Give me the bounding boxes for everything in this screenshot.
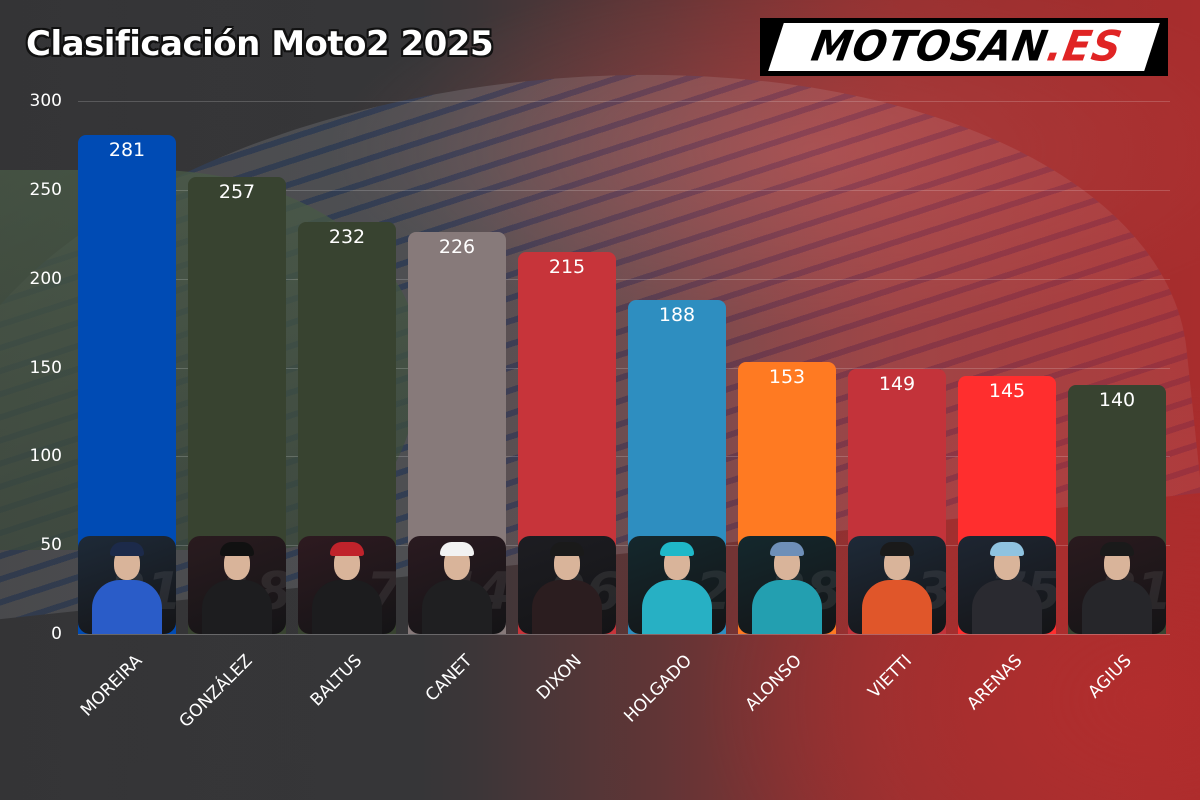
gridline bbox=[78, 456, 1170, 458]
rider-cap bbox=[660, 541, 694, 556]
bar-value-label: 232 bbox=[328, 225, 366, 248]
y-axis-tick-label: 300 bbox=[29, 91, 62, 111]
rider-photo: 75 bbox=[958, 535, 1056, 634]
rider-photo: 28 bbox=[738, 535, 836, 634]
bar-value-label: 153 bbox=[768, 366, 806, 389]
rider-photo: 44 bbox=[408, 535, 506, 634]
gridline bbox=[78, 189, 1170, 191]
x-axis-label: ARENAS bbox=[963, 650, 1027, 715]
y-axis-tick-label: 150 bbox=[29, 357, 62, 378]
x-axis-label: HOLGADO bbox=[620, 650, 696, 727]
x-axis-label: ALONSO bbox=[741, 650, 806, 716]
gridline bbox=[78, 101, 1170, 102]
gridline bbox=[78, 545, 1170, 547]
x-axis-label: VIETTI bbox=[864, 650, 916, 703]
x-axis-label: DIXON bbox=[532, 650, 586, 704]
rider-cap bbox=[220, 541, 254, 556]
bar-moreira[interactable]: 281 21 bbox=[78, 134, 176, 634]
rider-cap bbox=[1100, 541, 1134, 556]
bar-dixon[interactable]: 215 96 bbox=[518, 252, 616, 634]
y-axis-tick-label: 100 bbox=[29, 446, 62, 467]
x-axis-label: MOREIRA bbox=[76, 650, 147, 721]
rider-suit bbox=[862, 579, 932, 634]
x-axis-label: BALTUS bbox=[306, 650, 367, 711]
rider-photo: 13 bbox=[848, 535, 946, 634]
rider-cap bbox=[990, 541, 1024, 556]
rider-suit bbox=[312, 579, 382, 634]
y-axis-tick-label: 0 bbox=[51, 624, 62, 644]
bar-value-label: 145 bbox=[988, 380, 1026, 403]
bar-vietti[interactable]: 149 13 bbox=[848, 369, 946, 634]
rider-photo: 7 bbox=[298, 535, 396, 634]
x-axis-line bbox=[78, 634, 1170, 635]
rider-suit bbox=[972, 579, 1042, 634]
x-axis-label: AGIUS bbox=[1084, 650, 1136, 703]
rider-suit bbox=[752, 579, 822, 634]
rider-photo: 12 bbox=[628, 535, 726, 634]
rider-photo: 21 bbox=[78, 535, 176, 634]
bar-alonso[interactable]: 153 28 bbox=[738, 362, 836, 634]
rider-photo: 18 bbox=[188, 535, 286, 634]
rider-cap bbox=[770, 541, 804, 556]
rider-cap bbox=[440, 541, 474, 556]
rider-cap bbox=[550, 541, 584, 556]
rider-suit bbox=[92, 579, 162, 634]
rider-suit bbox=[1082, 579, 1152, 634]
rider-cap bbox=[880, 541, 914, 556]
bar-value-label: 257 bbox=[218, 181, 256, 204]
bar-value-label: 140 bbox=[1098, 389, 1136, 412]
bar-gonzález[interactable]: 257 18 bbox=[188, 177, 286, 634]
rider-photo: 96 bbox=[518, 535, 616, 634]
rider-cap bbox=[110, 541, 144, 556]
rider-photo: 81 bbox=[1068, 535, 1166, 634]
bar-arenas[interactable]: 145 75 bbox=[958, 376, 1056, 634]
rider-suit bbox=[532, 579, 602, 634]
chart-title: Clasificación Moto2 2025 bbox=[26, 24, 494, 64]
y-axis-tick-label: 200 bbox=[29, 268, 62, 289]
bar-value-label: 281 bbox=[108, 138, 146, 161]
rider-suit bbox=[422, 579, 492, 634]
bar-canet[interactable]: 226 44 bbox=[408, 232, 506, 634]
bar-value-label: 149 bbox=[878, 373, 916, 396]
bar-agius[interactable]: 140 81 bbox=[1068, 385, 1166, 634]
gridline bbox=[78, 367, 1170, 369]
x-axis-label: GONZÁLEZ bbox=[175, 650, 257, 732]
rider-suit bbox=[642, 579, 712, 634]
y-axis-tick-label: 50 bbox=[40, 535, 62, 556]
rider-cap bbox=[330, 541, 364, 556]
motosan-logo: MOTOSAN .ES bbox=[760, 18, 1168, 76]
bar-holgado[interactable]: 188 12 bbox=[628, 299, 726, 634]
bar-value-label: 188 bbox=[658, 303, 696, 326]
gridline bbox=[78, 278, 1170, 280]
bar-baltus[interactable]: 232 7 bbox=[298, 221, 396, 634]
y-axis-tick-label: 250 bbox=[29, 179, 62, 200]
rider-suit bbox=[202, 579, 272, 634]
bar-value-label: 215 bbox=[548, 256, 586, 279]
bar-value-label: 226 bbox=[438, 236, 476, 259]
x-axis-label: CANET bbox=[421, 650, 477, 706]
